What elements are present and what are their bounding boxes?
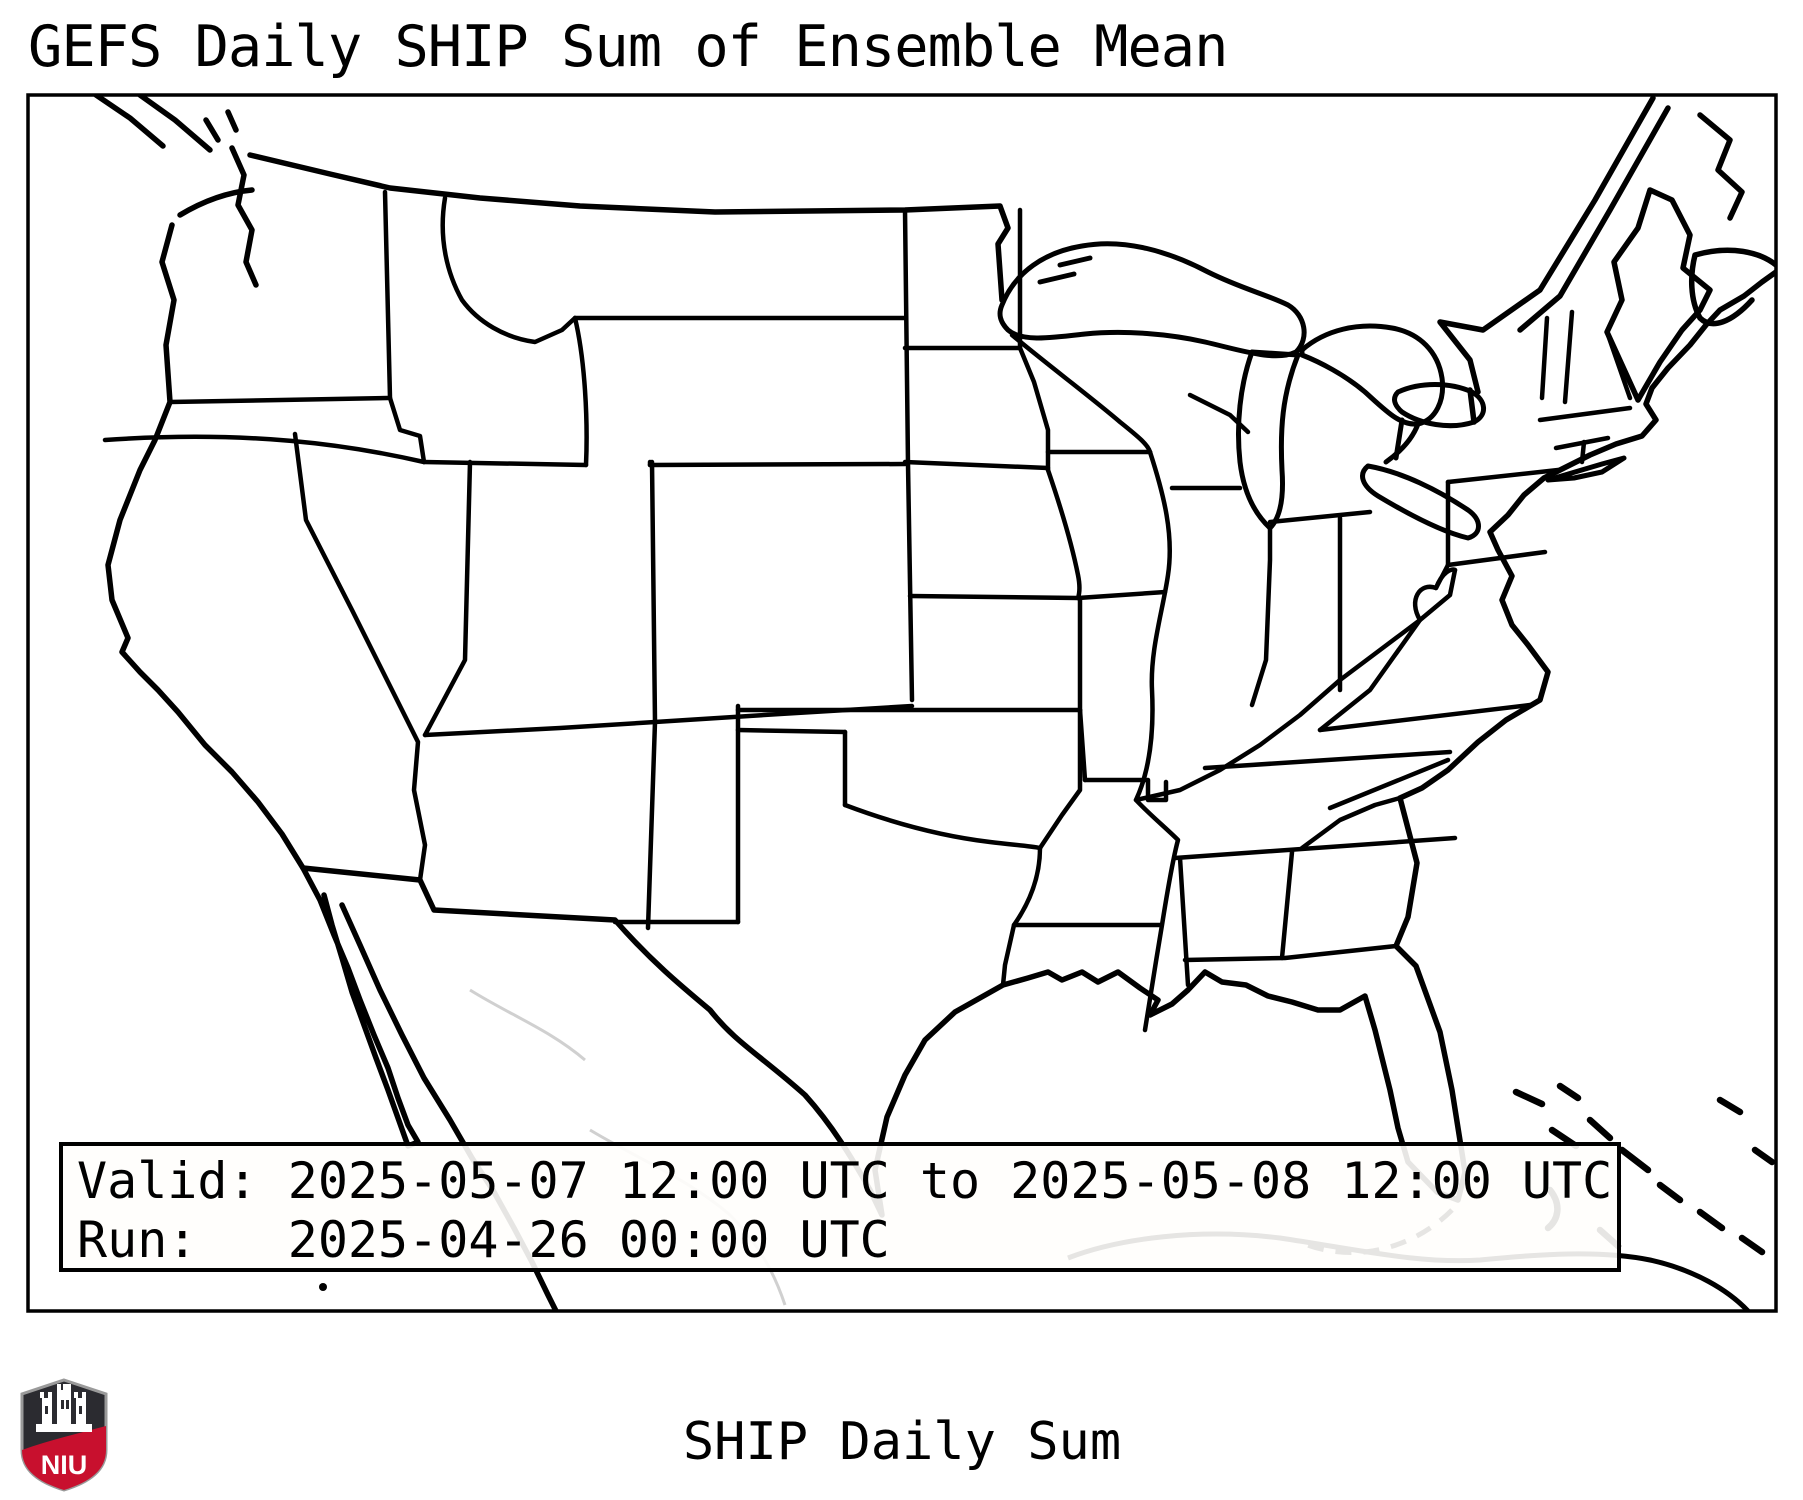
coastline-path (93, 95, 559, 1311)
page-title: GEFS Daily SHIP Sum of Ensemble Mean (28, 14, 1228, 80)
long-island-path (1545, 455, 1627, 483)
map-frame (26, 93, 1778, 1313)
niu-castle-windows (45, 1400, 82, 1414)
gulf-atlantic-coast-path (872, 269, 1776, 1218)
great-lakes-path (997, 241, 1486, 541)
state-borders-path (102, 189, 1633, 1033)
no-data-wedge-topright (1700, 95, 1776, 168)
valid-line: Valid: 2025-05-07 12:00 UTC to 2025-05-0… (77, 1152, 1613, 1210)
valid-run-info-box: Valid: 2025-05-07 12:00 UTC to 2025-05-0… (59, 1142, 1621, 1272)
colorbar-label: SHIP Daily Sum (682, 1412, 1122, 1472)
run-line: Run: 2025-04-26 00:00 UTC (77, 1211, 890, 1269)
niu-logo: NIU (20, 1378, 108, 1492)
niu-red-band (22, 1426, 106, 1490)
no-data-wedge-bottomright (1618, 1212, 1776, 1311)
niu-logo-text: NIU (41, 1450, 88, 1480)
canada-border-path (247, 95, 1776, 425)
us-mexico-border-path (302, 865, 885, 1217)
